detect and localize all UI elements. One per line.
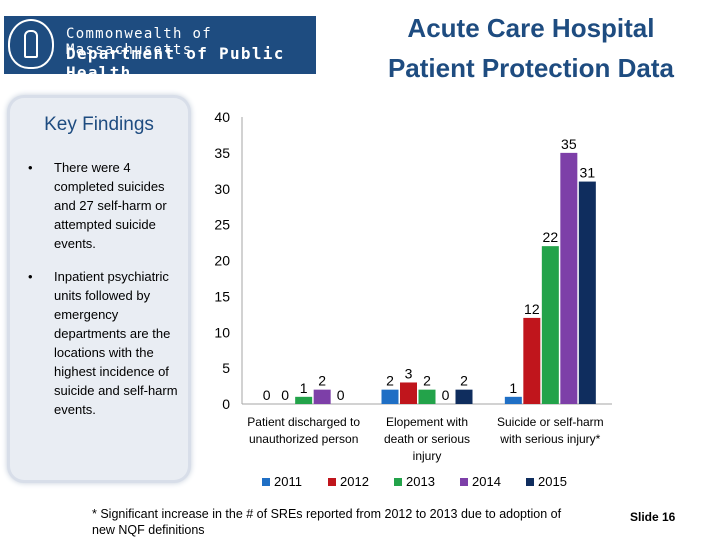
dph-logo: Commonwealth of Massachusetts Department… (4, 16, 316, 82)
bar-2013 (295, 396, 313, 404)
data-label: 22 (543, 229, 559, 245)
bar-2011 (504, 396, 522, 404)
logo-line-1: Commonwealth of Massachusetts (66, 26, 212, 58)
y-tick-label: 30 (214, 181, 230, 197)
y-tick-label: 5 (222, 360, 230, 376)
bar-2015 (578, 181, 596, 404)
bar-2015 (455, 389, 473, 404)
logo-line-2: Department of Public Health (66, 44, 285, 82)
bullet-icon: • (28, 269, 33, 284)
data-label: 2 (460, 373, 468, 389)
x-category-label: injury (413, 449, 442, 463)
bar-2013 (541, 246, 559, 404)
bar-2014 (560, 152, 578, 404)
data-label: 31 (580, 165, 596, 181)
footnote: * Significant increase in the # of SREs … (92, 507, 562, 537)
legend-swatch-2015 (526, 478, 534, 486)
bar-2013 (418, 389, 436, 404)
data-label: 2 (386, 373, 394, 389)
legend-label: 2012 (340, 474, 369, 489)
state-seal-icon (8, 19, 54, 69)
data-label: 0 (263, 387, 271, 403)
legend-swatch-2014 (460, 478, 468, 486)
legend-swatch-2013 (394, 478, 402, 486)
x-category-label: unauthorized person (249, 432, 358, 446)
data-label: 0 (281, 387, 289, 403)
bar-2012 (400, 382, 417, 404)
key-finding-item: • Inpatient psychiatric units followed b… (28, 267, 180, 419)
legend-label: 2013 (406, 474, 435, 489)
x-category-label: Patient discharged to (247, 415, 360, 429)
y-tick-label: 35 (214, 145, 230, 161)
bar-2014 (313, 389, 331, 404)
y-tick-label: 20 (214, 253, 230, 269)
legend-label: 2011 (274, 474, 302, 489)
y-tick-label: 10 (214, 324, 230, 340)
y-tick-label: 40 (214, 109, 230, 125)
data-label: 35 (561, 136, 577, 152)
x-category-label: with serious injury* (499, 432, 600, 446)
x-category-label: Suicide or self-harm (497, 415, 604, 429)
y-tick-label: 25 (214, 217, 230, 233)
bar-2012 (523, 317, 541, 404)
data-label: 2 (318, 373, 326, 389)
y-tick-label: 15 (214, 288, 230, 304)
data-label: 1 (509, 380, 517, 396)
data-label: 1 (300, 380, 308, 396)
y-tick-label: 0 (222, 396, 230, 412)
slide-number: Slide 16 (630, 510, 676, 524)
key-finding-text: Inpatient psychiatric units followed by … (54, 269, 178, 417)
slide-title-line-2: Patient Protection Data (387, 53, 674, 83)
bullet-icon: • (28, 160, 33, 175)
legend-swatch-2011 (262, 478, 270, 486)
x-category-label: Elopement with (386, 415, 468, 429)
key-findings-list: • There were 4 completed suicides and 27… (28, 158, 180, 433)
x-category-label: death or serious (384, 432, 470, 446)
data-label: 3 (405, 365, 413, 381)
bar-2011 (381, 389, 399, 404)
key-finding-text: There were 4 completed suicides and 27 s… (54, 160, 167, 251)
data-label: 0 (442, 387, 450, 403)
key-findings-panel: Key Findings • There were 4 completed su… (10, 98, 188, 480)
slide-title: Acute Care Hospital Patient Protection D… (388, 8, 674, 88)
slide-title-line-1: Acute Care Hospital (407, 13, 655, 43)
data-label: 2 (423, 373, 431, 389)
legend-swatch-2012 (328, 478, 336, 486)
key-finding-item: • There were 4 completed suicides and 27… (28, 158, 180, 253)
key-findings-title: Key Findings (44, 114, 154, 135)
data-label: 12 (524, 301, 540, 317)
data-label: 0 (337, 387, 345, 403)
legend-label: 2014 (472, 474, 501, 489)
legend-label: 2015 (538, 474, 567, 489)
